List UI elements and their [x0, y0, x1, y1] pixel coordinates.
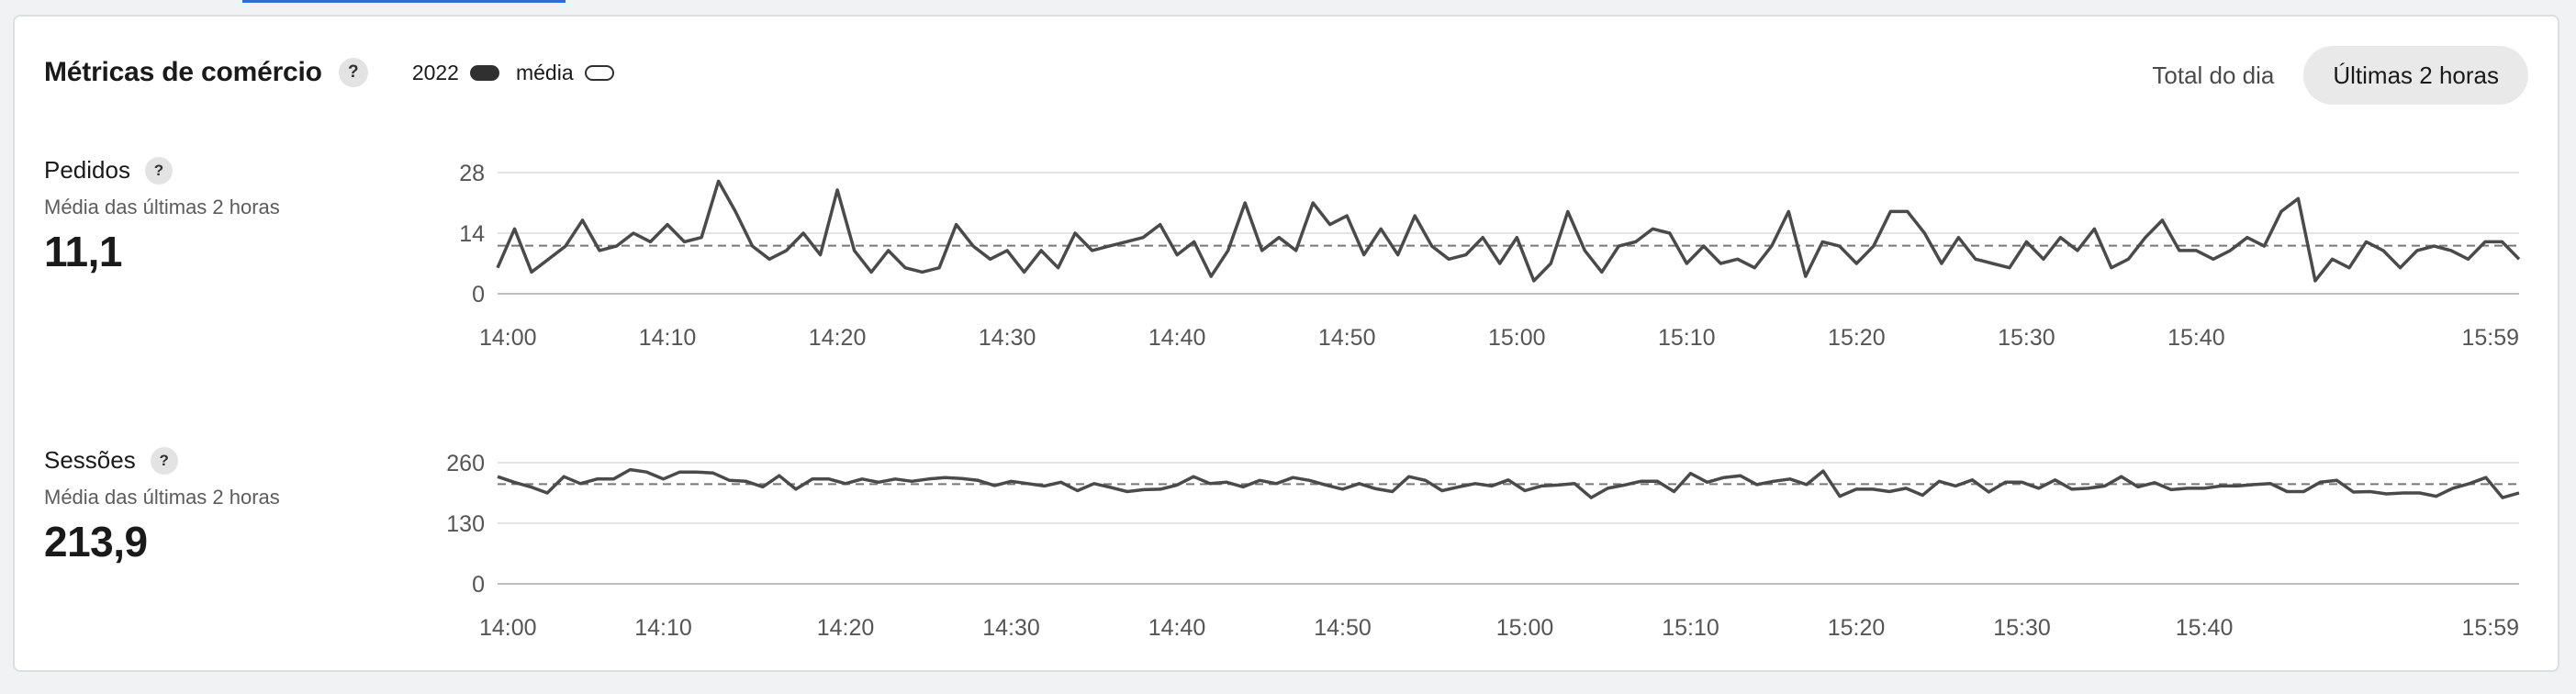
sessions-series-line: [497, 467, 2520, 499]
orders-x-tick-label: 15:59: [2461, 325, 2519, 351]
sessions-x-tick-label: 14:40: [1148, 615, 1206, 641]
orders-x-tick-label: 15:00: [1488, 325, 1546, 351]
sessions-x-tick-label: 15:30: [1993, 615, 2051, 641]
toggle-last-2-hours-button[interactable]: Últimas 2 horas: [2303, 46, 2528, 105]
metric-sessions-head: Sessões ?: [44, 446, 430, 475]
legend-label-2022: 2022: [411, 60, 459, 84]
orders-series-line: [496, 179, 2521, 283]
sessions-x-tick-label: 14:10: [634, 615, 692, 641]
card-header: Métricas de comércio ? 2022 média: [44, 57, 614, 88]
metric-sessions: Sessões ? Média das últimas 2 horas 213,…: [44, 446, 430, 566]
sessions-x-tick-label: 15:10: [1662, 615, 1719, 641]
metric-orders-name: Pedidos: [44, 156, 130, 184]
card-title: Métricas de comércio: [44, 57, 322, 87]
orders-x-tick-label: 15:10: [1658, 325, 1716, 351]
metric-orders-value: 11,1: [44, 228, 123, 275]
metric-orders-subtitle: Média das últimas 2 horas: [44, 196, 280, 218]
metric-sessions-value: 213,9: [44, 518, 148, 565]
orders-x-tick-label: 15:20: [1828, 325, 1886, 351]
sessions-y-tick-label: 130: [446, 511, 485, 537]
sessions-y-tick-label: 0: [472, 572, 485, 598]
sessions-help-icon[interactable]: ?: [150, 446, 178, 475]
metrics-card: Métricas de comércio ? 2022 média Total …: [13, 15, 2559, 672]
orders-help-icon[interactable]: ?: [144, 156, 173, 185]
period-toggle: Total do dia Últimas 2 horas: [2122, 46, 2528, 105]
sessions-x-tick-label: 14:00: [479, 615, 537, 641]
orders-x-tick-label: 14:10: [639, 325, 697, 351]
metric-sessions-subtitle: Média das últimas 2 horas: [44, 486, 280, 509]
sessions-x-tick-label: 14:20: [817, 615, 875, 641]
orders-x-tick-label: 14:20: [809, 325, 867, 351]
help-icon[interactable]: ?: [338, 58, 368, 87]
toggle-total-day-button[interactable]: Total do dia: [2152, 61, 2275, 89]
metric-orders-head: Pedidos ?: [44, 156, 430, 185]
orders-y-tick-label: 0: [472, 282, 485, 308]
legend-label-average: média: [515, 60, 574, 84]
legend-swatch-outline-icon: [584, 64, 614, 81]
sessions-x-tick-label: 14:30: [982, 615, 1040, 641]
charts-canvas: 0 14 28 14:00 14:10 14:20 14:30 14:40 14:50 15:00…: [446, 161, 2521, 641]
legend: 2022 média: [412, 61, 614, 85]
metric-orders: Pedidos ? Média das últimas 2 horas 11,1: [44, 156, 430, 276]
orders-x-tick-label: 14:30: [979, 325, 1036, 351]
top-link-underline: [242, 0, 566, 3]
orders-x-tick-label: 14:40: [1148, 325, 1206, 351]
orders-y-tick-label: 28: [459, 161, 485, 186]
orders-x-tick-label: 14:00: [479, 325, 537, 351]
orders-y-tick-label: 14: [459, 221, 485, 247]
sessions-x-tick-label: 14:50: [1314, 615, 1372, 641]
orders-x-tick-label: 15:40: [2167, 325, 2225, 351]
sessions-x-tick-label: 15:00: [1496, 615, 1554, 641]
sessions-x-tick-label: 15:40: [2176, 615, 2234, 641]
orders-x-tick-label: 15:30: [1998, 325, 2055, 351]
sessions-x-tick-label: 15:20: [1828, 615, 1886, 641]
legend-swatch-solid-icon: [469, 64, 499, 81]
orders-x-tick-label: 14:50: [1318, 325, 1376, 351]
metric-sessions-name: Sessões: [44, 446, 136, 474]
sessions-x-tick-label: 15:59: [2461, 615, 2519, 641]
sessions-y-tick-label: 260: [446, 451, 485, 476]
